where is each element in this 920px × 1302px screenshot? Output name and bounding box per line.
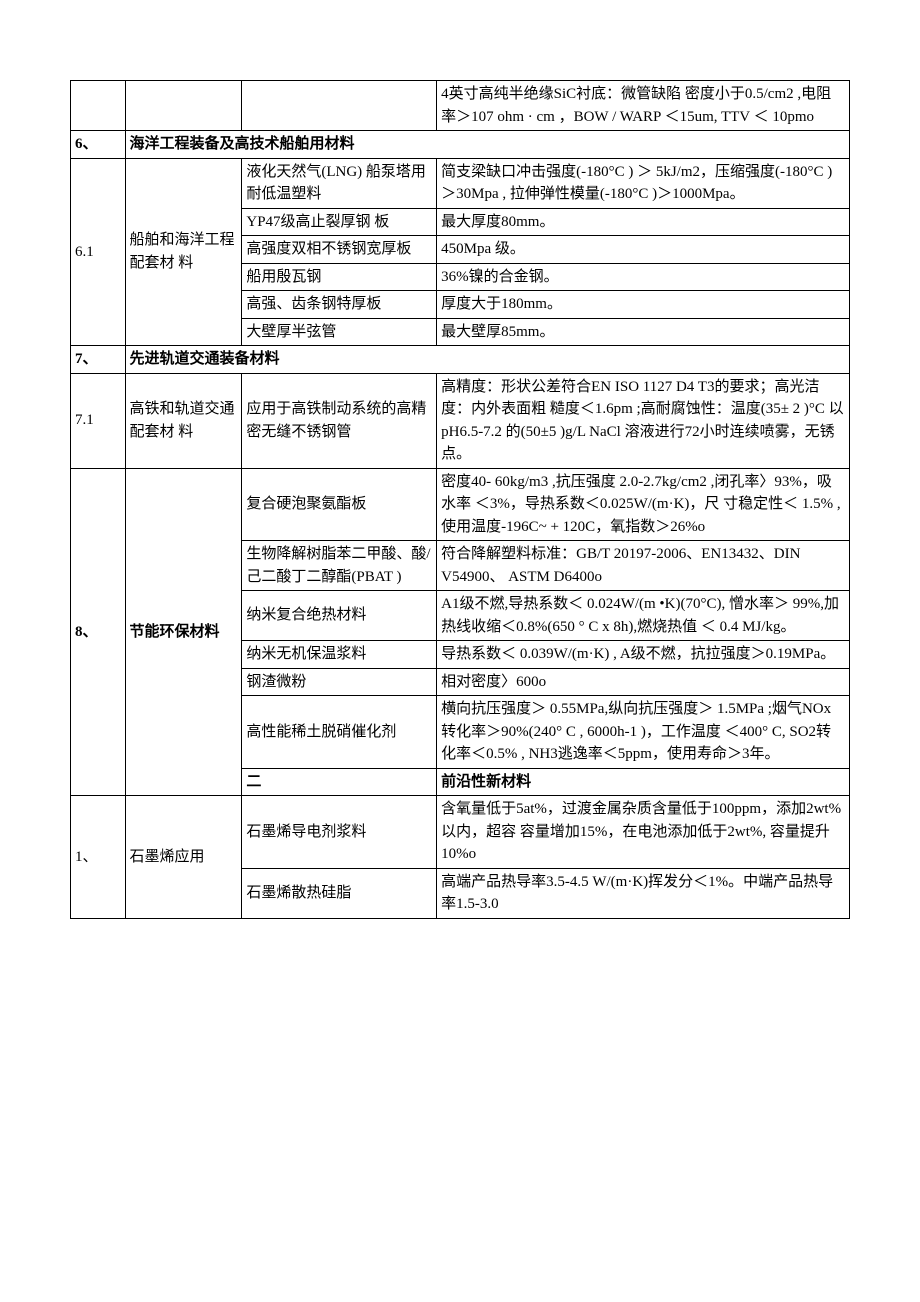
section-number: 二 — [242, 768, 437, 796]
material-spec: 符合降解塑料标准：GB/T 20197-2006、EN13432、DIN V54… — [437, 541, 850, 591]
material-spec: 高端产品热导率3.5-4.5 W/(m·K)挥发分＜1%。中端产品热导率1.5-… — [437, 868, 850, 918]
material-name: 应用于高铁制动系统的高精密无缝不锈钢管 — [242, 373, 437, 468]
category-name — [125, 81, 242, 131]
material-spec: 简支梁缺口冲击强度(-180°C ) ＞ 5kJ/m2，压缩强度(-180°C … — [437, 158, 850, 208]
material-spec: 高精度：形状公差符合EN ISO 1127 D4 T3的要求；高光洁度：内外表面… — [437, 373, 850, 468]
section-title: 海洋工程装备及高技术船舶用材料 — [125, 131, 849, 159]
table-row: 8、节能环保材料复合硬泡聚氨酯板 密度40- 60kg/m3 ,抗压强度 2.0… — [71, 468, 850, 541]
material-spec: 最大壁厚85mm。 — [437, 318, 850, 346]
material-name: 高强、齿条钢特厚板 — [242, 291, 437, 319]
table-row: 7.1高铁和轨道交通配套材 料应用于高铁制动系统的高精密无缝不锈钢管 高精度：形… — [71, 373, 850, 468]
material-spec: 厚度大于180mm。 — [437, 291, 850, 319]
material-spec: 相对密度〉600o — [437, 668, 850, 696]
table-row: 7、先进轨道交通装备材料 — [71, 346, 850, 374]
material-name: 生物降解树脂苯二甲酸、酸/己二酸丁二醇酯(PBAT ) — [242, 541, 437, 591]
material-name — [242, 81, 437, 131]
material-name: 大壁厚半弦管 — [242, 318, 437, 346]
material-name: 高强度双相不锈钢宽厚板 — [242, 236, 437, 264]
material-spec: 横向抗压强度＞ 0.55MPa,纵向抗压强度＞ 1.5MPa ;烟气NOx转化率… — [437, 696, 850, 769]
material-name: 船用殷瓦钢 — [242, 263, 437, 291]
material-spec: 最大厚度80mm。 — [437, 208, 850, 236]
material-name: 液化天然气(LNG) 船泵塔用耐低温塑料 — [242, 158, 437, 208]
row-number — [71, 81, 126, 131]
material-name: 石墨烯散热硅脂 — [242, 868, 437, 918]
material-name: YP47级高止裂厚钢 板 — [242, 208, 437, 236]
materials-table: 4英寸高纯半绝缘SiC衬底：微管缺陷 密度小于0.5/cm2 ,电阻率＞107 … — [70, 80, 850, 919]
material-spec: 密度40- 60kg/m3 ,抗压强度 2.0-2.7kg/cm2 ,闭孔率〉9… — [437, 468, 850, 541]
material-name: 高性能稀土脱硝催化剂 — [242, 696, 437, 769]
material-spec: 导热系数＜ 0.039W/(m·K) , A级不燃，抗拉强度＞0.19MPa。 — [437, 641, 850, 669]
row-number: 1、 — [71, 796, 126, 919]
row-number: 6.1 — [71, 158, 126, 346]
table-row: 6.1船舶和海洋工程配套材 料液化天然气(LNG) 船泵塔用耐低温塑料简支梁缺口… — [71, 158, 850, 208]
material-spec: 4英寸高纯半绝缘SiC衬底：微管缺陷 密度小于0.5/cm2 ,电阻率＞107 … — [437, 81, 850, 131]
section-number: 6、 — [71, 131, 126, 159]
category-name: 石墨烯应用 — [125, 796, 242, 919]
section-number: 7、 — [71, 346, 126, 374]
material-spec: A1级不燃,导热系数＜ 0.024W/(m •K)(70°C), 憎水率＞ 99… — [437, 591, 850, 641]
section-title: 前沿性新材料 — [437, 768, 850, 796]
material-name: 复合硬泡聚氨酯板 — [242, 468, 437, 541]
table-row: 6、海洋工程装备及高技术船舶用材料 — [71, 131, 850, 159]
category-name: 节能环保材料 — [125, 468, 242, 796]
category-name: 船舶和海洋工程配套材 料 — [125, 158, 242, 346]
category-name: 高铁和轨道交通配套材 料 — [125, 373, 242, 468]
row-number: 7.1 — [71, 373, 126, 468]
section-number: 8、 — [71, 468, 126, 796]
material-spec: 含氧量低于5at%，过渡金属杂质含量低于100ppm，添加2wt%以内，超容 容… — [437, 796, 850, 869]
material-name: 纳米复合绝热材料 — [242, 591, 437, 641]
table-row: 1、石墨烯应用石墨烯导电剂浆料 含氧量低于5at%，过渡金属杂质含量低于100p… — [71, 796, 850, 869]
material-spec: 450Mpa 级。 — [437, 236, 850, 264]
section-title: 先进轨道交通装备材料 — [125, 346, 849, 374]
table-row: 4英寸高纯半绝缘SiC衬底：微管缺陷 密度小于0.5/cm2 ,电阻率＞107 … — [71, 81, 850, 131]
material-name: 纳米无机保温浆料 — [242, 641, 437, 669]
material-name: 石墨烯导电剂浆料 — [242, 796, 437, 869]
material-spec: 36%镍的合金钢。 — [437, 263, 850, 291]
material-name: 钢渣微粉 — [242, 668, 437, 696]
